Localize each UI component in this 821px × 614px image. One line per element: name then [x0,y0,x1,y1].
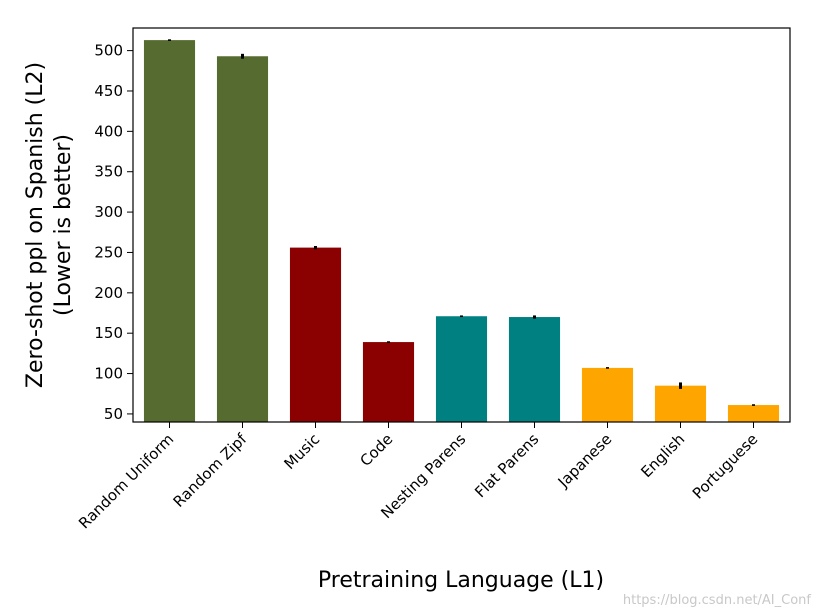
y-axis-label-line2: (Lower is better) [51,134,76,316]
y-tick-label: 400 [94,122,123,140]
x-axis-label: Pretraining Language (L1) [318,568,604,593]
y-axis: 50 100 150 200 250 300 350 400 450 500 [94,42,133,423]
bar-nesting-parens [435,316,488,422]
bars-group [143,40,780,422]
x-tick-label: Flat Parens [471,430,542,501]
bar-music [289,247,342,422]
y-tick-label: 150 [94,324,123,342]
y-tick-label: 500 [94,42,123,60]
y-tick-label: 100 [94,365,123,383]
error-bars-group [168,39,755,406]
bar-random-zipf [216,56,269,422]
y-tick-label: 350 [94,163,123,181]
bar-code [362,342,415,422]
x-tick-label: Music [280,430,323,473]
bar-flat-parens [508,317,561,422]
x-tick-label: Code [356,430,396,470]
x-tick-label: Portuguese [689,430,762,503]
bar-portuguese [727,405,780,422]
x-tick-label: Japanese [554,430,616,492]
bar-random-uniform [143,40,196,422]
bar-japanese [581,367,634,422]
y-tick-label: 50 [104,405,123,423]
y-tick-label: 450 [94,82,123,100]
x-tick-label: Random Uniform [75,430,177,532]
y-tick-label: 250 [94,243,123,261]
x-tick-label: English [637,430,688,481]
x-tick-label: Random Zipf [170,430,251,511]
y-axis-label-line1: Zero-shot ppl on Spanish (L2) [23,62,48,388]
bar-english [654,385,707,422]
watermark: https://blog.csdn.net/AI_Conf [622,593,811,608]
y-tick-label: 300 [94,203,123,221]
y-tick-label: 200 [94,284,123,302]
